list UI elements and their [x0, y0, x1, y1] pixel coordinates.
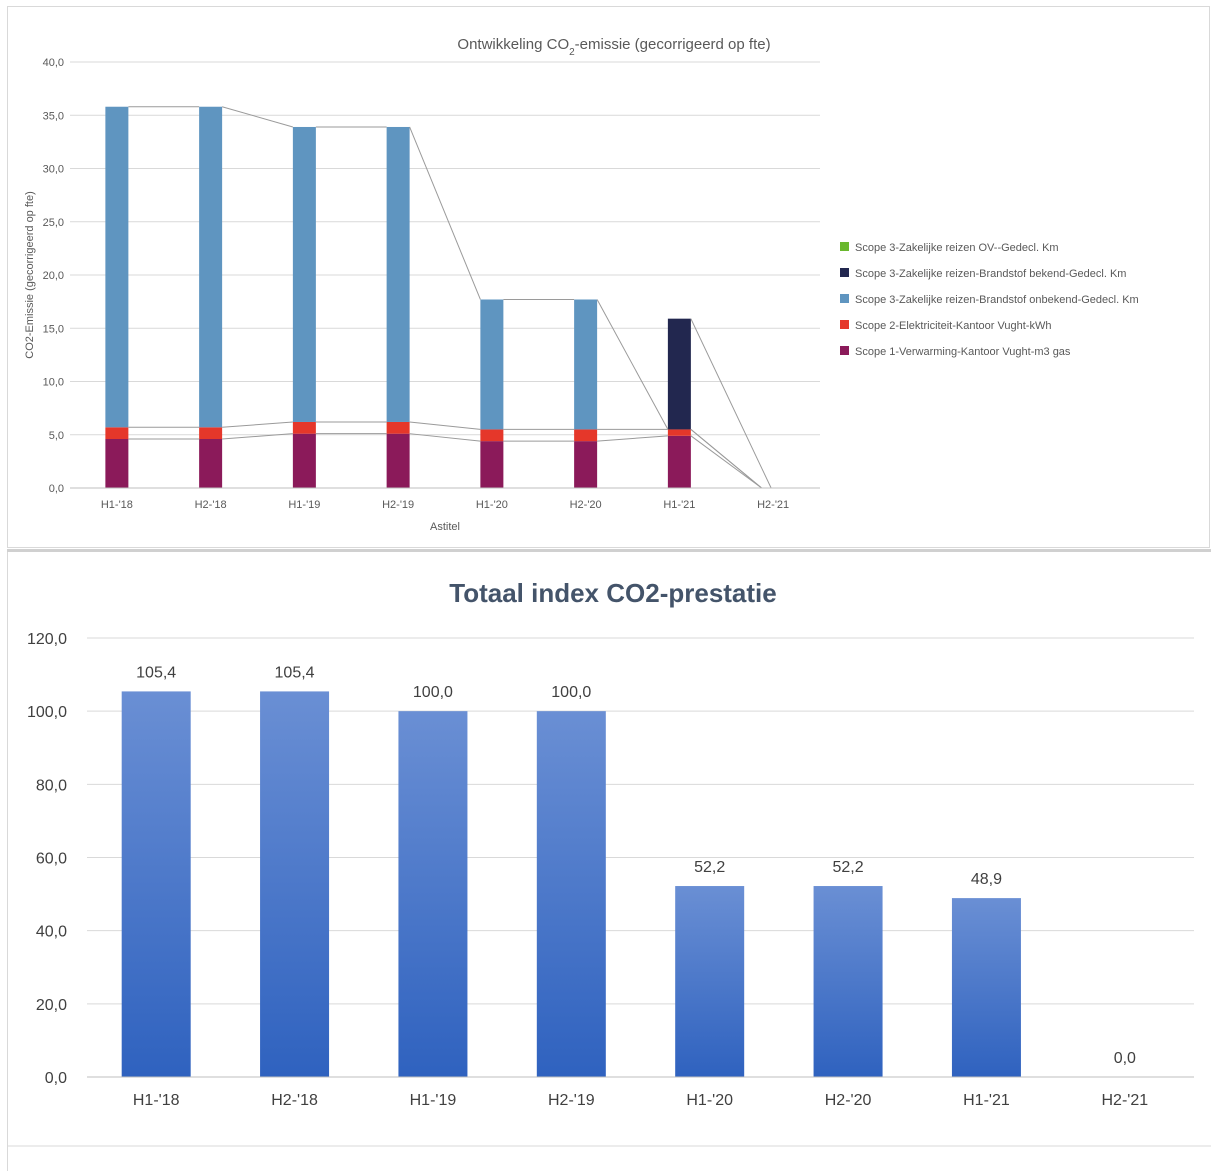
y-tick-label: 20,0 [43, 270, 64, 282]
data-label: 52,2 [694, 859, 725, 876]
x-tick-label: H2-'19 [382, 499, 414, 511]
bar-segment [667, 435, 691, 488]
y-tick-label: 60,0 [36, 851, 67, 868]
bar-segment [105, 427, 129, 440]
legend-label: Scope 3-Zakelijke reizen-Brandstof beken… [855, 268, 1126, 280]
bar-segment [199, 439, 223, 488]
x-axis-title: Astitel [430, 521, 460, 533]
bar [260, 691, 330, 1077]
y-tick-label: 80,0 [36, 777, 67, 794]
x-tick-label: H1-'21 [663, 499, 695, 511]
bar-segment [480, 441, 504, 488]
x-tick-label: H2-'19 [548, 1092, 595, 1109]
y-tick-label: 5,0 [49, 430, 64, 442]
data-label: 100,0 [413, 684, 453, 701]
x-tick-label: H1-'19 [288, 499, 320, 511]
bar-segment [386, 433, 410, 488]
series-line [222, 421, 293, 428]
index-chart-panel: 0,0 20,0 40,0 60,0 80,0 100,0 120,0 105,4 H1-'18… [7, 552, 1211, 1171]
data-label: 100,0 [551, 684, 591, 701]
y-axis-title: CO2-Emissie (gecorrigeerd op fte) [24, 191, 36, 359]
y-tick-label: 25,0 [43, 217, 64, 229]
y-tick-label: 30,0 [43, 164, 64, 176]
y-tick-label: 40,0 [36, 924, 67, 941]
bar [813, 886, 883, 1077]
bar-segment [292, 126, 316, 422]
data-label: 52,2 [832, 859, 863, 876]
bar-segment [667, 318, 691, 430]
bar-segment [667, 429, 691, 436]
index-bar-chart: 0,0 20,0 40,0 60,0 80,0 100,0 120,0 105,4 H1-'18… [8, 578, 1211, 1147]
x-tick-label: H1-'19 [410, 1092, 457, 1109]
y-tick-label: 0,0 [45, 1070, 67, 1087]
y-tick-label: 120,0 [27, 631, 67, 648]
x-tick-label: H2-'18 [195, 499, 227, 511]
bar-segment [386, 126, 410, 422]
x-tick-label: H1-'18 [133, 1092, 180, 1109]
x-tick-label: H1-'18 [101, 499, 133, 511]
bar-segment [574, 299, 598, 430]
series-line [221, 106, 294, 128]
bar [951, 898, 1021, 1077]
chart-title: Totaal index CO2-prestatie [449, 578, 777, 608]
bar-segment [105, 439, 129, 488]
series-line [409, 421, 481, 430]
legend-label: Scope 3-Zakelijke reizen OV--Gedecl. Km [855, 242, 1059, 254]
bar-segment [199, 106, 223, 428]
x-tick-label: H2-'21 [757, 499, 789, 511]
y-tick-label: 10,0 [43, 377, 64, 389]
x-tick-label: H2-'20 [570, 499, 602, 511]
series-line [690, 318, 772, 489]
series-line [222, 433, 293, 440]
x-tick-label: H1-'20 [686, 1092, 733, 1109]
x-tick-label: H2-'20 [825, 1092, 872, 1109]
y-tick-label: 0,0 [49, 483, 64, 495]
emission-stacked-bar-chart: 0,0 5,0 10,0 15,0 20,0 25,0 30,0 35,0 40,0 H1-'18… [24, 36, 1139, 533]
bar-segment [480, 429, 504, 442]
x-tick-label: H1-'20 [476, 499, 508, 511]
chart-title: Ontwikkeling CO2-emissie (gecorrigeerd o… [457, 36, 770, 58]
data-label: 105,4 [136, 664, 176, 681]
y-tick-label: 20,0 [36, 997, 67, 1014]
emission-chart-panel: 0,0 5,0 10,0 15,0 20,0 25,0 30,0 35,0 40,0 H1-'18… [7, 6, 1210, 548]
series-line [690, 435, 762, 489]
y-tick-label: 100,0 [27, 704, 67, 721]
legend-swatch [840, 320, 849, 329]
legend-swatch [840, 294, 849, 303]
bar-segment [105, 106, 129, 428]
series-line [690, 429, 762, 489]
series-line [596, 299, 669, 430]
y-tick-label: 35,0 [43, 110, 64, 122]
series-line [597, 435, 668, 442]
bar-segment [574, 429, 598, 442]
data-label: 105,4 [275, 664, 315, 681]
legend-label: Scope 1-Verwarming-Kantoor Vught-m3 gas [855, 346, 1071, 358]
data-label: 48,9 [971, 871, 1002, 888]
bar [398, 711, 468, 1077]
bar-segment [292, 421, 316, 434]
bar [121, 691, 191, 1077]
bar-segment [199, 427, 223, 440]
series-line [409, 433, 481, 442]
legend-label: Scope 2-Elektriciteit-Kantoor Vught-kWh [855, 320, 1051, 332]
legend-label: Scope 3-Zakelijke reizen-Brandstof onbek… [855, 294, 1139, 306]
bar-segment [386, 421, 410, 434]
bar-segment [480, 299, 504, 430]
x-tick-label: H2-'18 [271, 1092, 318, 1109]
legend-swatch [840, 242, 849, 251]
x-tick-label: H1-'21 [963, 1092, 1010, 1109]
y-tick-label: 15,0 [43, 323, 64, 335]
data-label: 0,0 [1114, 1050, 1136, 1067]
bar [536, 711, 606, 1077]
legend-swatch [840, 268, 849, 277]
y-tick-label: 40,0 [43, 57, 64, 69]
bar-segment [292, 433, 316, 488]
legend-swatch [840, 346, 849, 355]
x-tick-label: H2-'21 [1101, 1092, 1148, 1109]
chart-divider [7, 549, 1211, 552]
bar [675, 886, 745, 1077]
series-line [409, 126, 481, 300]
bar-segment [574, 441, 598, 488]
